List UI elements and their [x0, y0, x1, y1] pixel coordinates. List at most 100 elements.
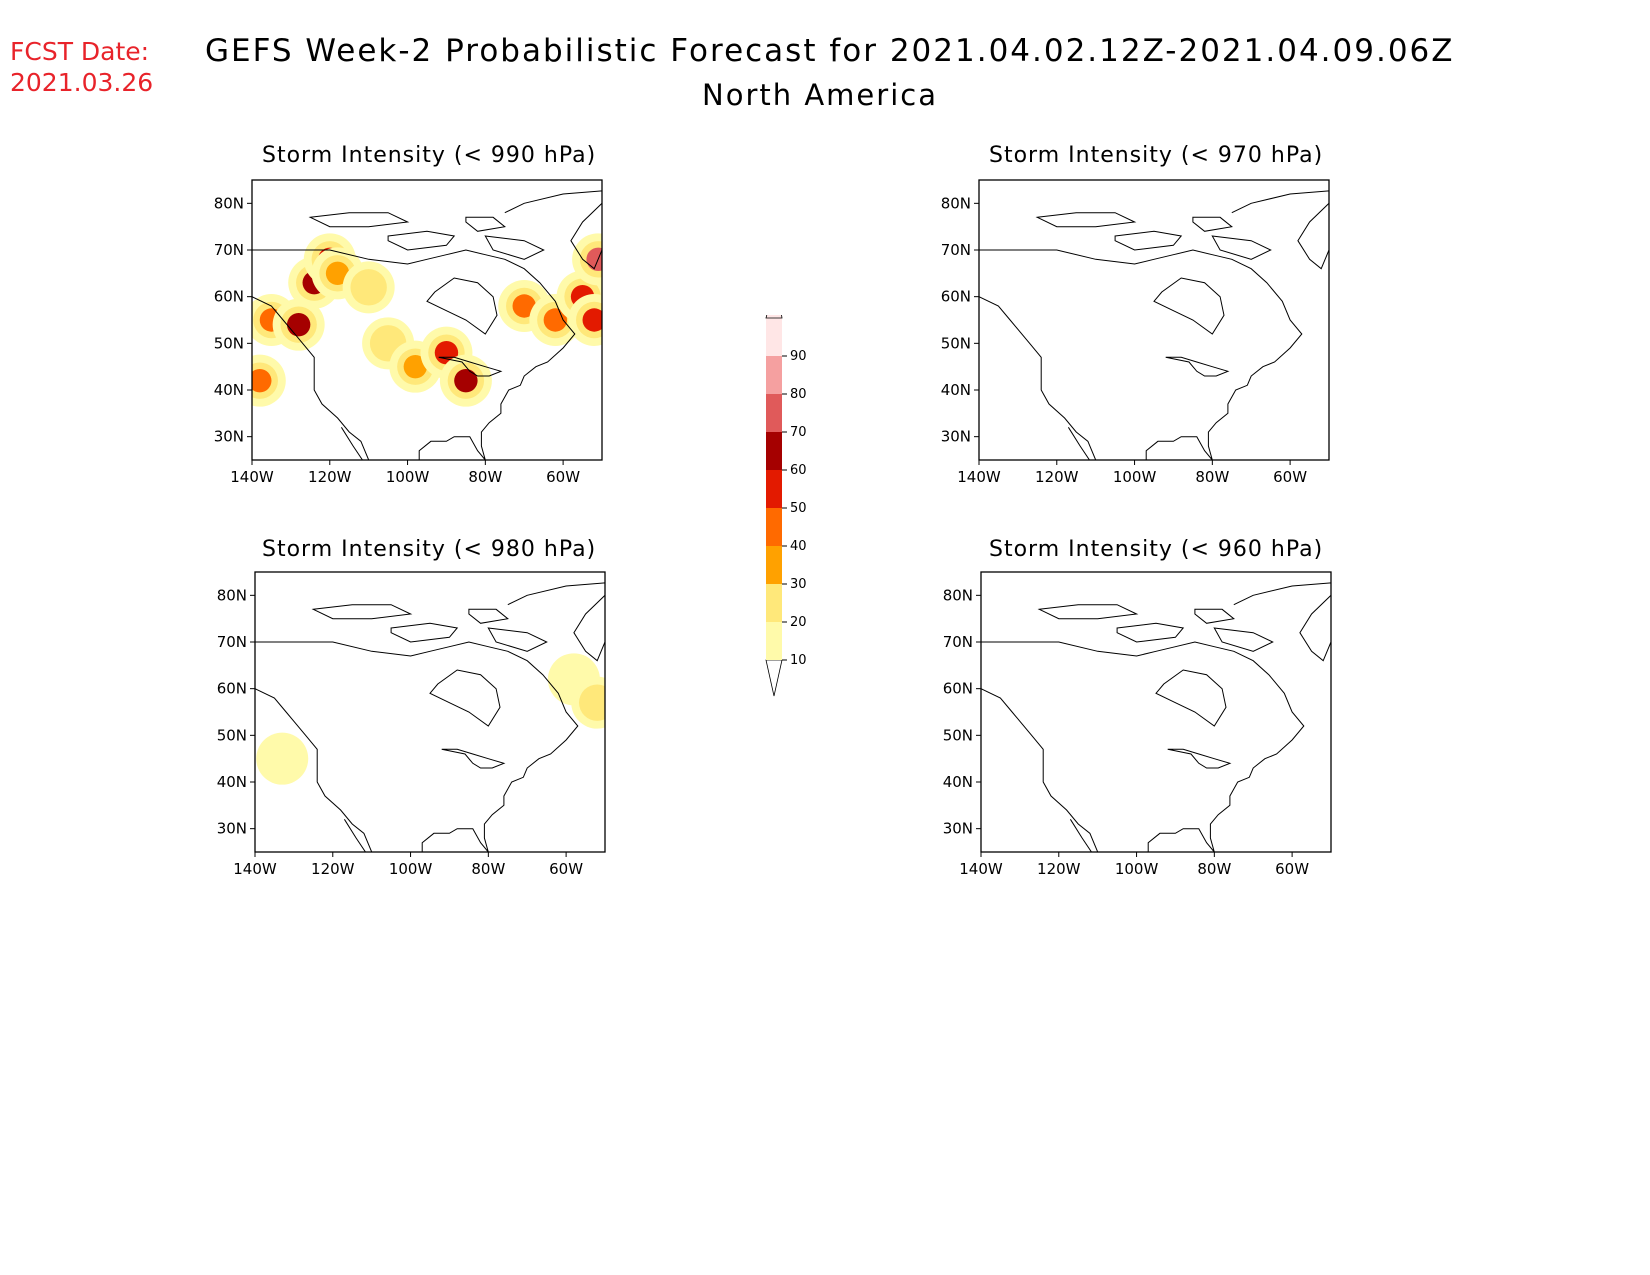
lon-label: 60W: [549, 860, 583, 878]
lat-label: 30N: [217, 820, 247, 838]
lat-label: 30N: [941, 428, 971, 446]
prob-area-peak: [582, 308, 602, 332]
colorbar-segment: [766, 622, 782, 660]
prob-area-peak: [403, 354, 428, 379]
lon-label: 120W: [1037, 860, 1081, 878]
forecast-date: FCST Date: 2021.03.26: [10, 36, 153, 98]
colorbar-label: 20: [790, 615, 807, 630]
lon-label: 120W: [308, 468, 352, 486]
panel-title-980: Storm Intensity (< 980 hPa): [262, 537, 597, 562]
colorbar-label: 90: [790, 349, 807, 364]
map-frame: [254, 571, 606, 853]
lon-label: 140W: [959, 860, 1003, 878]
arctic-island-0: [1035, 212, 1137, 228]
hudson-bay: [1155, 669, 1227, 727]
arctic-island-2: [1192, 216, 1233, 232]
lat-label: 50N: [941, 334, 971, 352]
lat-label: 40N: [941, 381, 971, 399]
map-frame: [251, 179, 603, 461]
lon-label: 140W: [230, 468, 274, 486]
coastline-west: [255, 688, 373, 852]
arctic-island-2: [468, 608, 509, 624]
lon-label: 60W: [1273, 468, 1307, 486]
lon-label: 80W: [468, 468, 502, 486]
lat-label: 80N: [941, 194, 971, 212]
prob-area-peak: [286, 312, 311, 337]
lat-label: 50N: [214, 334, 244, 352]
lat-label: 40N: [214, 381, 244, 399]
greenland-coast: [504, 190, 602, 270]
lat-label: 70N: [214, 241, 244, 259]
coastline-west: [981, 688, 1099, 852]
arctic-island-3: [1211, 235, 1272, 260]
map-content: [255, 582, 605, 852]
colorbar-segment: [766, 394, 782, 432]
arctic-island-0: [308, 212, 410, 228]
greenland-coast: [1231, 190, 1329, 270]
colorbar-label: 60: [790, 463, 807, 478]
colorbar-segment: [766, 356, 782, 394]
hudson-bay: [429, 669, 501, 727]
arctic-island-2: [1194, 608, 1235, 624]
coastline-west: [252, 296, 370, 460]
arctic-island-3: [1213, 627, 1274, 652]
great-lakes: [438, 356, 503, 377]
forecast-date-label: FCST Date:: [10, 37, 150, 66]
colorbar-upper-arrow: [765, 315, 783, 319]
lat-label: 60N: [941, 288, 971, 306]
lon-label: 140W: [957, 468, 1001, 486]
colorbar-segment: [766, 546, 782, 584]
colorbar-label: 70: [790, 425, 807, 440]
map-frame: [980, 571, 1332, 853]
coastline-baja: [1067, 427, 1091, 460]
arctic-island-3: [484, 235, 545, 260]
coastline-east: [255, 641, 579, 852]
colorbar-segment: [766, 508, 782, 546]
prob-area-peak: [252, 368, 272, 393]
arctic-island-1: [1116, 622, 1185, 643]
colorbar-lower-arrow: [765, 659, 783, 697]
great-lakes: [1165, 356, 1230, 377]
map-content: [981, 582, 1331, 852]
panel-title-970: Storm Intensity (< 970 hPa): [989, 143, 1324, 168]
lat-label: 30N: [943, 820, 973, 838]
prob-area-peak: [454, 368, 478, 393]
lat-label: 70N: [943, 633, 973, 651]
lat-label: 60N: [214, 288, 244, 306]
map-content: [979, 190, 1329, 460]
page-title: GEFS Week-2 Probabilistic Forecast for 2…: [205, 33, 1455, 69]
region-label: North America: [702, 78, 938, 112]
prob-area-2: [256, 732, 309, 785]
coastline-baja: [1069, 819, 1093, 852]
hudson-bay: [1153, 277, 1225, 335]
lon-label: 140W: [233, 860, 277, 878]
colorbar-label: 50: [790, 501, 807, 516]
arctic-island-0: [1037, 604, 1139, 620]
colorbar-segment: [766, 584, 782, 622]
arctic-island-1: [387, 230, 456, 251]
lon-label: 60W: [1275, 860, 1309, 878]
lat-label: 70N: [217, 633, 247, 651]
map-panel-970: 30N 40N 50N 60N 70N 80N 140W 120W 100W 80W 60W: [941, 179, 1330, 486]
lat-label: 60N: [943, 680, 973, 698]
lat-label: 80N: [943, 586, 973, 604]
arctic-island-0: [311, 604, 413, 620]
great-lakes: [1167, 748, 1232, 769]
region-title: North America: [0, 78, 1640, 112]
prob-area-peak: [325, 261, 350, 286]
panel-title-990: Storm Intensity (< 990 hPa): [262, 143, 597, 168]
prob-area-peak: [512, 294, 536, 318]
coastline-baja: [340, 427, 364, 460]
prob-area-core: [350, 269, 387, 306]
map-panel-960: 30N 40N 50N 60N 70N 80N 140W 120W 100W 80W 60W: [943, 571, 1332, 878]
lon-label: 100W: [1113, 468, 1157, 486]
colorbar-segment: [766, 432, 782, 470]
panel-title-960: Storm Intensity (< 960 hPa): [989, 537, 1324, 562]
coastline-east: [981, 641, 1305, 852]
greenland-coast: [1233, 582, 1331, 662]
lat-label: 60N: [217, 680, 247, 698]
arctic-island-1: [390, 622, 459, 643]
colorbar-label: 40: [790, 539, 807, 554]
arctic-island-3: [487, 627, 548, 652]
greenland-coast: [507, 582, 605, 662]
